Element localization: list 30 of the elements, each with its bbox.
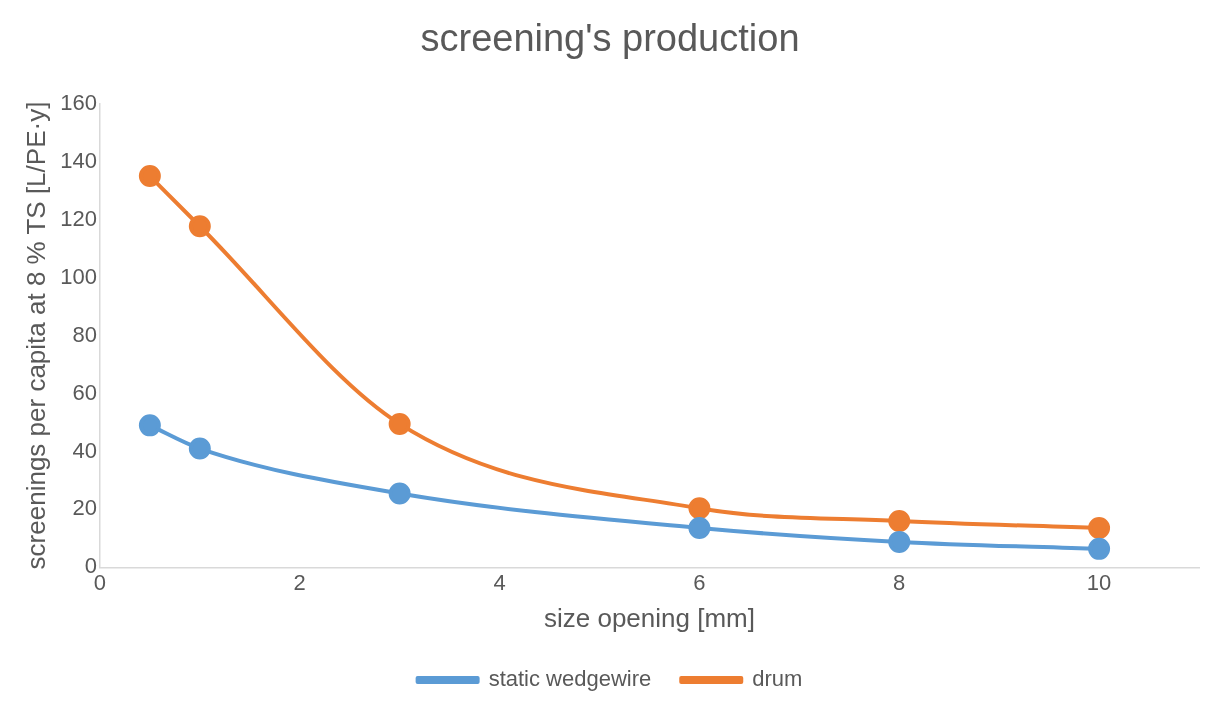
x-tick-label: 8 xyxy=(893,569,906,595)
point xyxy=(888,530,911,553)
x-tick-label: 4 xyxy=(493,569,506,595)
point xyxy=(388,482,411,505)
x-tick-label: 2 xyxy=(293,569,306,595)
y-axis-title: screenings per capita at 8 % TS [L/PE·y] xyxy=(20,101,51,570)
y-tick-label: 20 xyxy=(72,495,97,521)
y-tick-label: 160 xyxy=(60,89,97,115)
y-tick-label: 40 xyxy=(72,437,97,463)
point xyxy=(138,414,161,437)
y-tick-label: 140 xyxy=(60,147,97,173)
x-axis-title: size opening [mm] xyxy=(543,602,755,633)
legend-label: static wedgewire xyxy=(488,666,652,692)
point xyxy=(1088,516,1111,539)
y-tick-label: 60 xyxy=(72,379,97,405)
point xyxy=(138,165,161,188)
point xyxy=(688,497,711,520)
y-tick-label: 80 xyxy=(72,321,97,347)
y-tick-label: 120 xyxy=(60,205,97,231)
chart-title: screening's production xyxy=(420,17,800,60)
point xyxy=(188,215,211,238)
point xyxy=(188,437,211,460)
point xyxy=(888,510,911,533)
point xyxy=(388,412,411,435)
x-tick-label: 6 xyxy=(693,569,706,595)
point xyxy=(688,516,711,539)
legend-label: drum xyxy=(752,666,803,692)
point xyxy=(1088,537,1111,560)
y-tick-label: 100 xyxy=(60,263,97,289)
x-tick-label: 10 xyxy=(1086,569,1112,595)
